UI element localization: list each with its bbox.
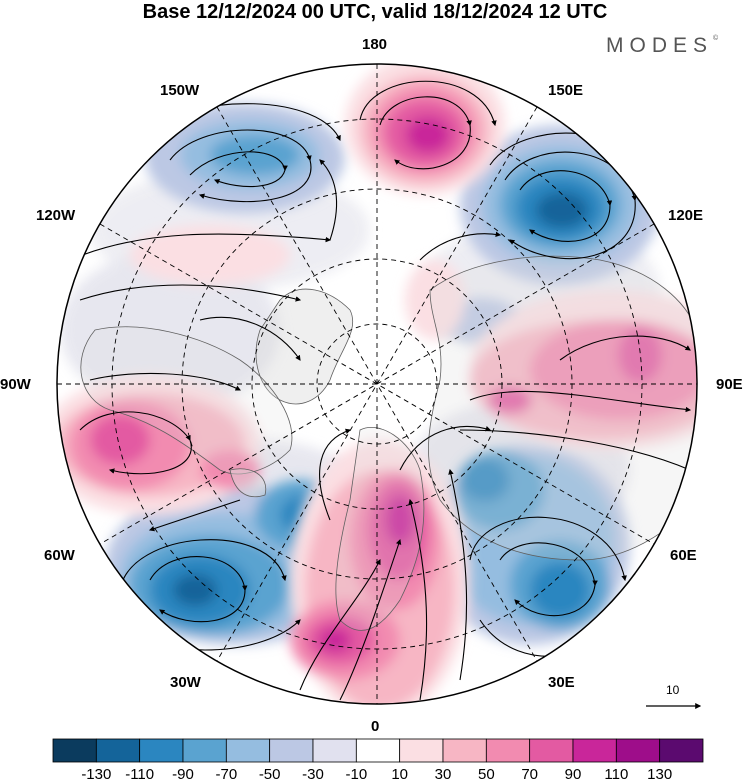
colorbar-swatch — [269, 738, 314, 763]
colorbar-tick-label: 50 — [477, 766, 495, 783]
colorbar-tick-label: 70 — [521, 766, 538, 783]
colorbar-swatch — [572, 738, 617, 763]
colorbar-swatch — [312, 738, 357, 763]
colorbar-swatch — [485, 738, 531, 763]
land-outlines — [80, 255, 697, 631]
lon-label-60w: 60W — [44, 547, 75, 564]
colorbar-tick-label: 10 — [391, 766, 408, 783]
colorbar-tick-label: 30 — [434, 766, 452, 783]
colorbar-swatch — [529, 738, 574, 763]
colorbar-tick-label: 90 — [564, 766, 582, 783]
lon-label-90e: 90E — [716, 376, 743, 393]
lon-label-150w: 150W — [160, 82, 200, 99]
colorbar-swatch — [182, 738, 227, 763]
map-title: Base 12/12/2024 00 UTC, valid 18/12/2024… — [142, 1, 608, 23]
colorbar-tick-label: -30 — [302, 766, 324, 783]
modes-logo: MODES© — [606, 34, 719, 57]
colorbar-swatch — [52, 738, 97, 763]
colorbar-swatch — [225, 738, 271, 763]
colorbar-tick-label: -110 — [125, 766, 155, 783]
colorbar-swatch — [659, 738, 704, 763]
lon-label-120w: 120W — [36, 207, 76, 224]
colorbar-swatch — [615, 738, 661, 763]
colorbar-tick-label: -70 — [215, 766, 238, 783]
colorbar-tick-label: -90 — [172, 766, 194, 783]
lon-label-30w: 30W — [170, 674, 201, 691]
lon-label-150e: 150E — [548, 82, 584, 99]
lon-label-30e: 30E — [548, 674, 575, 691]
anomaly-field — [57, 64, 697, 704]
colorbar-swatch — [399, 738, 444, 763]
colorbar-swatch — [442, 738, 487, 763]
lon-label-120e: 120E — [668, 207, 704, 224]
vector-scale-label: 10 — [666, 683, 680, 697]
colorbar-tick-label: -10 — [345, 766, 368, 783]
colorbar-swatch — [139, 738, 184, 763]
colorbar-tick-label: 130 — [647, 766, 673, 783]
colorbar-tick-label: 110 — [604, 766, 629, 783]
lon-label-0: 0 — [371, 718, 380, 735]
lon-label-180: 180 — [362, 36, 388, 53]
graticule — [57, 64, 697, 704]
map-boundary — [56, 63, 698, 705]
colorbar-swatch — [355, 738, 401, 763]
lon-label-60e: 60E — [670, 547, 697, 564]
colorbar-swatch — [95, 738, 141, 763]
lon-label-90w: 90W — [0, 376, 31, 393]
colorbar-tick-label: -130 — [81, 766, 112, 783]
colorbar-tick-label: -50 — [258, 766, 281, 783]
